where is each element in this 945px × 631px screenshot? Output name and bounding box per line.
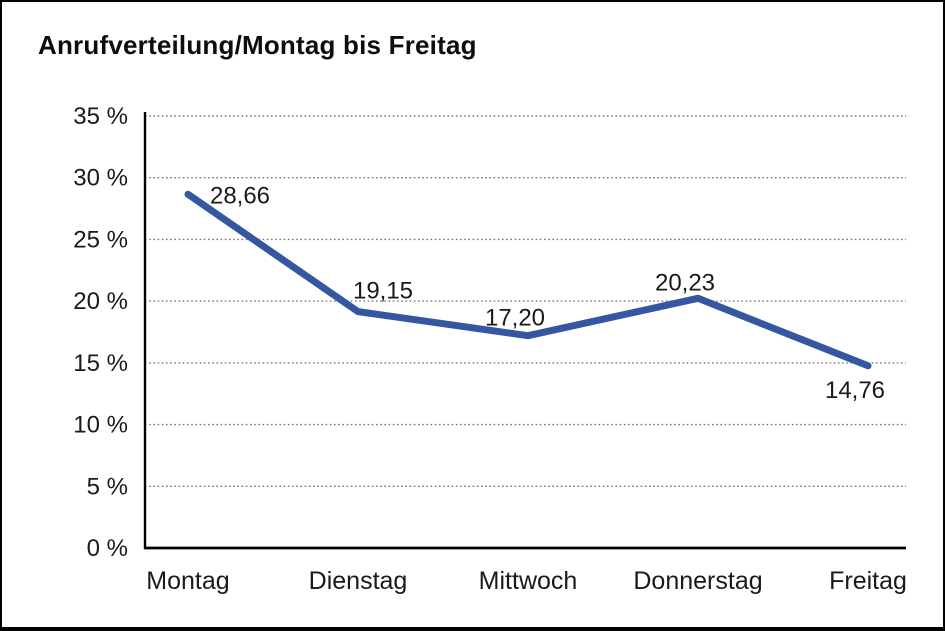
series-line (184, 190, 872, 370)
data-label-mittwoch: 17,20 (485, 305, 545, 332)
data-label-montag: 28,66 (210, 182, 270, 209)
x-tick-label-donnerstag: Donnerstag (633, 567, 762, 595)
y-tick-label-0pct: 0 % (87, 535, 128, 562)
data-label-freitag: 14,76 (825, 377, 885, 404)
y-tick-label-15pct: 15 % (73, 350, 128, 377)
chart-title: Anrufverteilung/Montag bis Freitag (38, 30, 477, 60)
y-tick-label-35pct: 35 % (73, 103, 128, 130)
y-tick-label-30pct: 30 % (73, 165, 128, 192)
data-label-donnerstag: 20,23 (655, 269, 715, 296)
x-tick-label-mittwoch: Mittwoch (479, 567, 578, 595)
y-tick-label-25pct: 25 % (73, 226, 128, 253)
y-tick-label-20pct: 20 % (73, 288, 128, 315)
y-tick-label-5pct: 5 % (87, 473, 128, 500)
data-label-dienstag: 19,15 (353, 278, 413, 305)
x-tick-label-montag: Montag (146, 567, 229, 595)
x-tick-label-dienstag: Dienstag (309, 567, 408, 595)
y-tick-label-10pct: 10 % (73, 412, 128, 439)
x-tick-label-freitag: Freitag (829, 567, 907, 595)
